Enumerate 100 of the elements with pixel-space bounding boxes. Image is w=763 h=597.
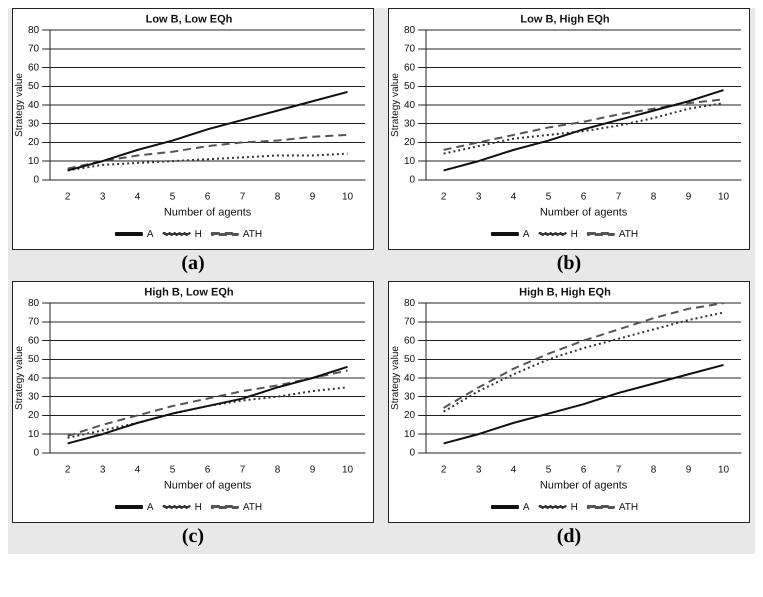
legend-label: A [522,228,530,240]
y-tick-label: 80 [404,298,416,309]
x-tick-label: 10 [342,192,354,203]
legend-label: ATH [242,228,262,240]
x-tick-label: 10 [718,464,730,476]
x-tick-label: 8 [650,192,657,203]
y-tick-label: 0 [410,174,416,186]
y-tick-label: 50 [28,81,40,92]
x-axis-title: Number of agents [540,206,628,218]
x-tick-label: 3 [100,464,106,476]
x-tick-label: 5 [170,192,176,203]
text: (a) [181,252,205,275]
x-tick-label: 7 [616,192,622,203]
x-tick-label: 9 [686,192,692,203]
y-tick-label: 10 [404,156,416,167]
legend-label: H [194,502,202,513]
x-tick-label: 2 [64,192,71,203]
y-tick-label: 20 [28,410,40,422]
x-tick-label: 10 [718,192,730,203]
x-tick-label: 5 [546,464,552,476]
y-tick-label: 10 [28,156,40,167]
y-tick-label: 50 [404,81,416,92]
x-tick-label: 2 [440,464,447,476]
y-tick-label: 30 [404,118,416,130]
x-tick-label: 4 [134,192,141,203]
x-tick-label: 4 [134,464,141,476]
x-tick-label: 9 [686,464,692,476]
y-tick-label: 30 [28,391,40,402]
y-tick-label: 50 [28,354,40,366]
legend-label: H [194,228,202,240]
x-tick-label: 8 [650,464,657,476]
y-tick-label: 70 [28,316,40,328]
chart-title: Low B, High EQh [520,14,610,26]
y-tick-label: 0 [34,174,40,186]
y-tick-label: 80 [404,24,416,36]
legend-label: ATH [242,502,262,513]
legend-label: ATH [618,228,638,240]
y-tick-label: 0 [410,448,416,459]
legend-label: H [570,228,578,240]
y-tick-label: 60 [404,335,416,346]
x-tick-label: 2 [440,192,447,203]
y-tick-label: 20 [404,137,416,148]
x-tick-label: 2 [64,464,71,476]
y-tick-label: 10 [28,428,40,440]
x-axis-title: Number of agents [540,479,628,492]
x-tick-label: 5 [546,192,552,203]
y-tick-label: 20 [404,410,416,422]
x-tick-label: 9 [310,464,316,476]
x-tick-label: 7 [240,464,246,476]
y-tick-label: 80 [28,24,40,36]
line-series [66,152,349,172]
y-tick-label: 80 [28,298,40,309]
y-tick-label: 70 [404,44,416,55]
x-tick-label: 6 [580,192,587,203]
x-tick-label: 7 [616,464,622,476]
x-axis-title: Number of agents [164,479,252,492]
text: (c) [182,525,204,548]
x-tick-label: 6 [204,464,211,476]
chart-title: High B, High EQh [519,286,612,299]
y-tick-label: 40 [404,100,416,111]
y-tick-label: 60 [28,335,40,346]
y-tick-label: 40 [28,372,40,384]
legend-label: A [146,228,154,240]
y-axis-title: Strategy value [14,346,25,410]
y-tick-label: 20 [28,137,40,148]
y-tick-label: 30 [404,391,416,402]
legend-label: A [522,502,530,513]
legend-label: ATH [618,502,638,513]
text: (d) [556,525,582,548]
x-tick-label: 6 [204,192,211,203]
x-tick-label: 8 [274,192,281,203]
legend-label: H [570,502,578,513]
x-tick-label: 4 [510,464,517,476]
x-tick-label: 9 [310,192,316,203]
y-tick-label: 70 [404,316,416,328]
x-tick-label: 10 [342,464,354,476]
y-axis-title: Strategy value [390,346,401,410]
y-axis-title: Strategy value [14,72,25,137]
x-tick-label: 3 [476,464,482,476]
y-tick-label: 30 [28,118,40,130]
y-tick-label: 40 [404,372,416,384]
chart-title: Low B, Low EQh [146,14,233,26]
x-axis-title: Number of agents [164,206,252,218]
y-tick-label: 60 [28,62,40,74]
x-tick-label: 3 [476,192,482,203]
y-axis-title: Strategy value [390,72,401,137]
x-tick-label: 6 [580,464,587,476]
legend-label: A [146,502,154,513]
y-tick-label: 10 [404,428,416,440]
x-tick-label: 4 [510,192,517,203]
y-tick-label: 70 [28,44,40,55]
line-series [66,134,349,170]
x-tick-label: 8 [274,464,281,476]
y-tick-label: 60 [404,62,416,74]
x-tick-label: 5 [170,464,176,476]
x-tick-label: 7 [240,192,246,203]
chart-title: High B, Low EQh [144,286,234,299]
text: (b) [556,252,582,275]
y-tick-label: 0 [34,448,40,459]
y-tick-label: 50 [404,354,416,366]
